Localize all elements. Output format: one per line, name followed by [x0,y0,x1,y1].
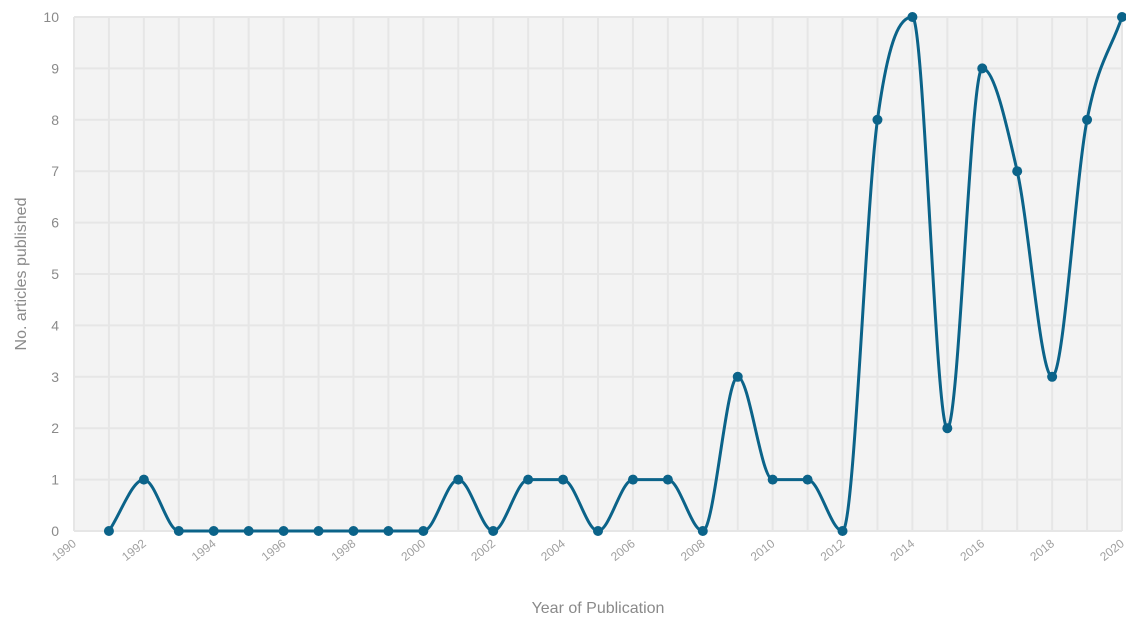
x-tick-label: 2010 [748,536,778,564]
data-point [697,526,708,536]
data-point [103,526,114,536]
data-point [1047,371,1058,382]
x-tick-label: 2016 [957,536,987,564]
data-point [243,526,254,536]
data-points [103,12,1126,536]
x-tick-label: 2008 [678,536,708,564]
y-tick-label: 5 [51,266,59,282]
x-tick-label: 2000 [399,536,429,564]
data-point [942,423,953,434]
x-tick-label: 2020 [1097,536,1126,564]
x-tick-label: 1998 [329,536,359,564]
data-point [278,526,289,536]
y-tick-label: 8 [51,112,59,128]
y-tick-label: 10 [43,9,59,25]
data-point [418,526,429,536]
x-axis-ticks: 1990 1992 1994 1996 1998 2000 2002 2004 2006 2008… [49,536,1126,564]
data-point [627,474,638,485]
data-point [593,526,603,536]
x-tick-label: 2006 [608,536,638,564]
data-point [907,12,918,22]
data-point [488,526,499,536]
data-point [173,526,184,536]
data-point [767,474,778,485]
y-tick-label: 4 [51,317,59,333]
x-tick-label: 1990 [49,536,79,564]
y-axis-ticks: 0 1 2 3 4 5 6 7 8 9 10 [43,9,59,539]
data-point [558,474,569,485]
x-tick-label: 2018 [1027,536,1057,564]
data-point [383,526,394,536]
y-tick-label: 3 [51,369,59,385]
data-point [872,114,883,125]
data-point [208,526,219,536]
data-point [138,474,149,485]
x-tick-label: 2012 [818,536,848,564]
y-tick-label: 9 [51,60,59,76]
data-point [1082,114,1093,125]
x-tick-label: 2014 [888,536,918,564]
data-point [837,526,848,536]
x-axis-title: Year of Publication [532,600,665,617]
x-tick-label: 1996 [259,536,289,564]
y-axis-title: No. articles published [13,198,30,351]
y-tick-label: 1 [51,472,59,488]
data-point [732,371,743,382]
x-tick-label: 2004 [538,536,568,564]
y-tick-label: 2 [51,420,59,436]
data-point [1117,12,1126,22]
data-point [523,474,534,485]
y-tick-label: 0 [51,523,59,539]
grid-lines [73,16,1123,532]
x-tick-label: 1994 [189,536,219,564]
data-point [1012,166,1023,177]
x-tick-label: 1992 [119,536,149,564]
y-tick-label: 6 [51,215,59,231]
data-point [453,474,464,485]
data-point [348,526,359,536]
data-point [802,474,813,485]
y-tick-label: 7 [51,163,59,179]
data-point [977,63,988,74]
data-point [313,526,324,536]
x-tick-label: 2002 [468,536,498,564]
data-point [662,474,673,485]
